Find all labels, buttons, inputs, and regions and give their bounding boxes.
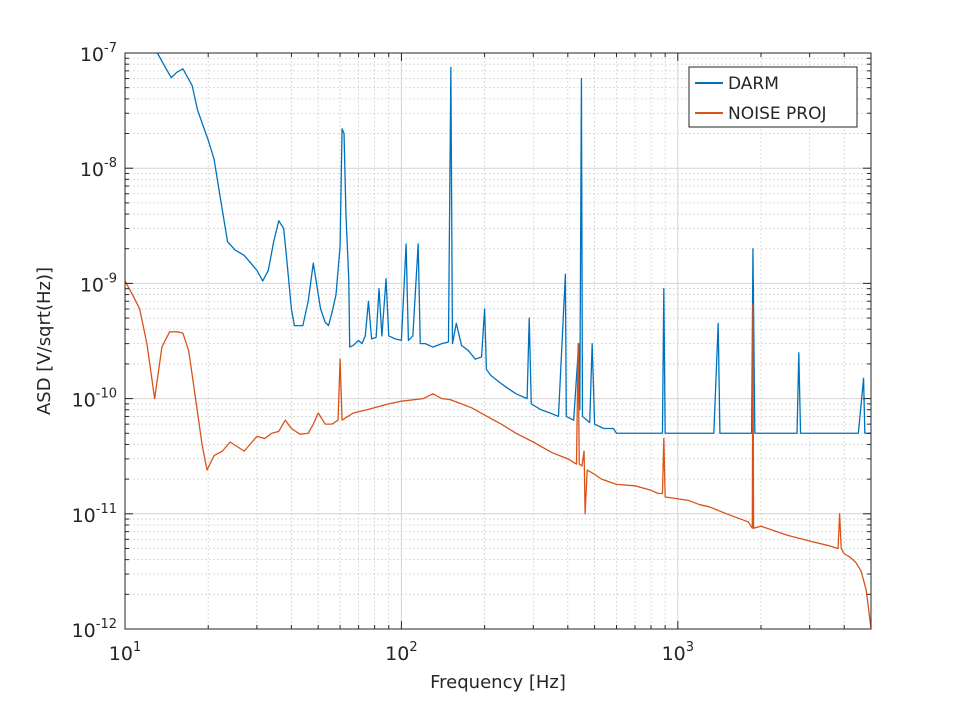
legend-label-darm: DARM: [728, 74, 779, 94]
x-tick-label: 103: [662, 640, 694, 665]
y-tick-label: 10-10: [72, 387, 117, 412]
legend-box: [688, 66, 858, 128]
x-tick-label: 101: [109, 640, 141, 665]
legend[interactable]: DARM NOISE PROJ: [688, 66, 858, 128]
y-tick-label: 10-12: [72, 617, 117, 642]
tick-layer: 101 102 103 10-12 10-11 10-10 10-9 10-8 10-7: [72, 41, 872, 665]
y-tick-label: 10-8: [80, 156, 117, 181]
series-line-darm: [156, 53, 871, 434]
grid-layer: [124, 52, 872, 630]
x-axis-label: Frequency [Hz]: [430, 672, 566, 693]
series-layer: [125, 53, 871, 629]
legend-label-noise-proj: NOISE PROJ: [728, 104, 827, 124]
series-line-noise-proj: [125, 280, 871, 629]
y-tick-label: 10-9: [80, 271, 117, 296]
y-tick-label: 10-11: [72, 502, 117, 527]
plot-frame: [124, 52, 872, 630]
x-tick-label: 102: [385, 640, 417, 665]
plot-area: [125, 53, 871, 629]
y-axis-label: ASD [V/sqrt(Hz)]: [34, 267, 55, 415]
y-tick-label: 10-7: [80, 41, 117, 66]
